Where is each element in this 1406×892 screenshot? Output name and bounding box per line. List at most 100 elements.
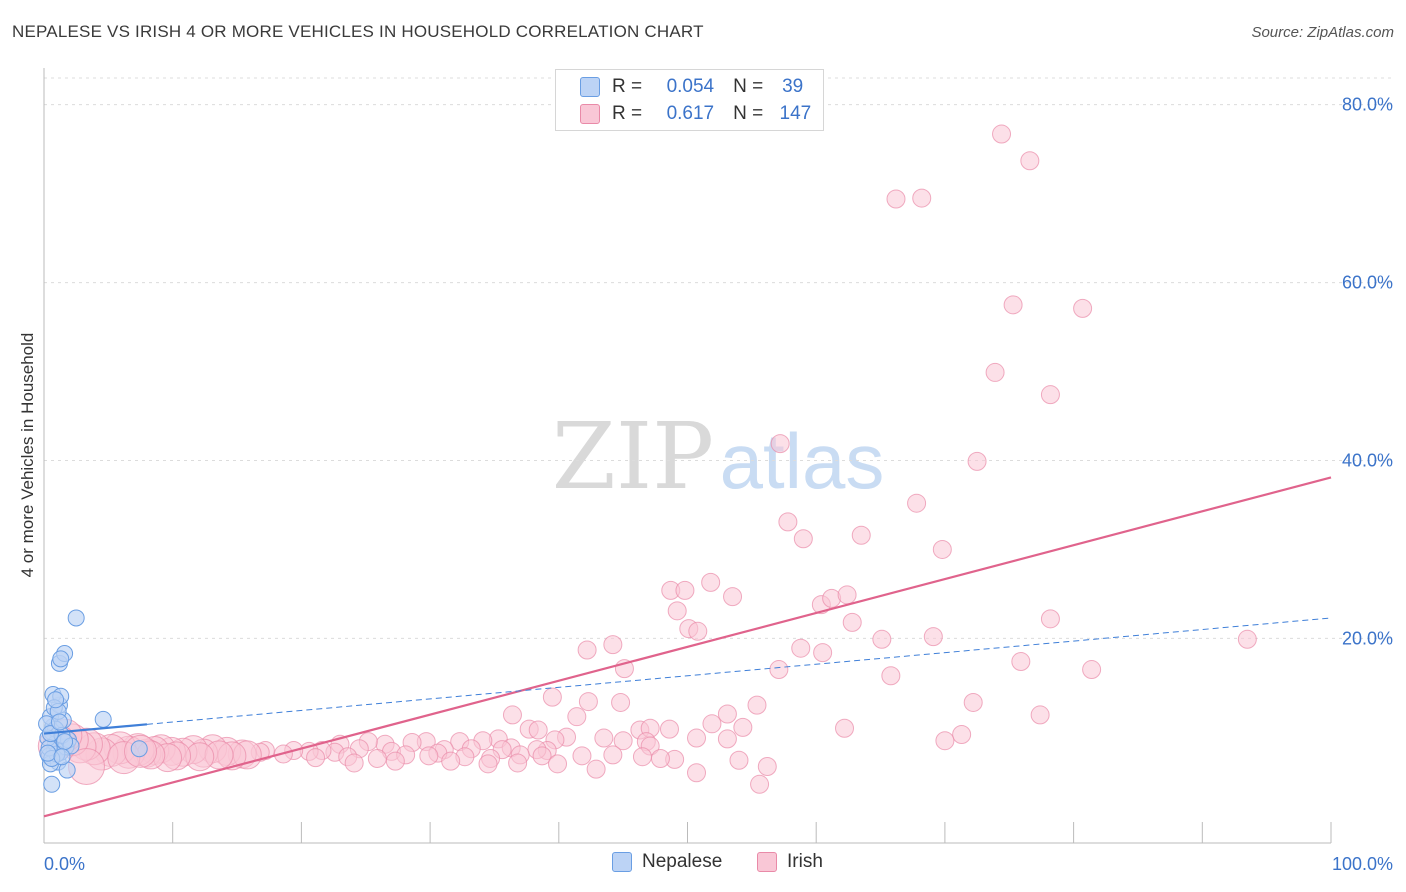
nepalese-swatch [612, 852, 632, 872]
irish-point [770, 434, 790, 454]
nepalese-point [56, 733, 74, 751]
irish-points [37, 124, 1257, 794]
legend-label-nepalese: Nepalese [642, 851, 723, 872]
irish-point [1237, 629, 1257, 649]
irish-point [385, 751, 405, 771]
irish-point [923, 627, 943, 647]
irish-point [837, 585, 857, 605]
irish-point [1011, 652, 1031, 672]
irish-point [306, 748, 326, 768]
irish-point [835, 718, 855, 738]
irish-point [594, 728, 614, 748]
y-tick-label: 80.0% [1342, 95, 1393, 115]
irish-point [813, 643, 833, 663]
nepalese-points [38, 609, 148, 793]
irish-point [667, 601, 687, 621]
irish-point [717, 704, 737, 724]
nepalese-point [50, 713, 68, 731]
nepalese-point [39, 744, 57, 762]
irish-point [611, 692, 631, 712]
legend-item-nepalese[interactable]: Nepalese [612, 851, 722, 873]
legend-label-irish: Irish [787, 851, 823, 872]
nepalese-point [53, 748, 71, 766]
irish-point [769, 660, 789, 680]
nepalese-point [47, 691, 65, 709]
y-tick-label: 40.0% [1342, 451, 1393, 471]
legend-n-value: 147 [779, 103, 812, 124]
source-label: Source: ZipAtlas.com [1251, 24, 1394, 41]
irish-point [1003, 295, 1023, 315]
irish-point [1040, 385, 1060, 405]
irish-point [1040, 609, 1060, 629]
irish-point [528, 720, 548, 740]
irish-point [688, 621, 708, 641]
nepalese-point [43, 775, 61, 793]
irish-point [842, 612, 862, 632]
irish-point [367, 748, 387, 768]
legend-row-nepalese: R = 0.054 N = 39 [580, 75, 803, 99]
irish-point [508, 753, 528, 773]
stats-legend: R = 0.054 N = 39 R = 0.617 N = 147 [555, 69, 824, 131]
irish-point [702, 714, 722, 734]
nepalese-point [67, 609, 85, 627]
irish-point [478, 754, 498, 774]
irish-point [907, 493, 927, 513]
nepalese-trend-extension [146, 617, 1332, 725]
irish-point [967, 451, 987, 471]
legend-r-label: R = [612, 76, 643, 97]
nepalese-trend-line [43, 723, 148, 735]
irish-point [1073, 298, 1093, 318]
irish-point [419, 746, 439, 766]
chart-title: NEPALESE VS IRISH 4 OR MORE VEHICLES IN … [12, 22, 704, 41]
irish-point [912, 188, 932, 208]
irish-point [577, 640, 597, 660]
irish-point [687, 728, 707, 748]
nepalese-point [52, 650, 70, 668]
irish-point [791, 638, 811, 658]
irish-point [650, 748, 670, 768]
y-tick-label: 20.0% [1342, 628, 1393, 648]
irish-point [1020, 151, 1040, 171]
irish-point [793, 529, 813, 549]
series-legend: Nepalese Irish [0, 851, 1406, 879]
irish-point [729, 750, 749, 770]
nepalese-swatch [580, 77, 600, 97]
irish-point [659, 719, 679, 739]
y-tick-label: 60.0% [1342, 273, 1393, 293]
irish-point [723, 587, 743, 607]
irish-point [344, 753, 364, 773]
irish-point [603, 635, 623, 655]
legend-n-value: 39 [782, 76, 804, 97]
irish-point [603, 745, 623, 765]
irish-point [717, 729, 737, 749]
irish-point [1082, 660, 1102, 680]
irish-point [701, 572, 721, 592]
legend-n-label: N = [733, 76, 764, 97]
irish-point [441, 751, 461, 771]
irish-point [886, 189, 906, 209]
irish-point [992, 124, 1012, 144]
legend-row-irish: R = 0.617 N = 147 [580, 102, 811, 126]
legend-r-value: 0.054 [666, 76, 715, 97]
irish-point [881, 666, 901, 686]
nepalese-point [130, 740, 148, 758]
irish-trend-line [43, 476, 1332, 818]
irish-point [757, 757, 777, 776]
irish-point [985, 362, 1005, 382]
irish-point [567, 707, 587, 727]
irish-point [822, 588, 842, 608]
irish-point [675, 580, 695, 600]
irish-point [687, 763, 707, 783]
watermark-zip: ZIP [552, 403, 714, 510]
irish-point [542, 687, 562, 707]
legend-item-irish[interactable]: Irish [757, 851, 823, 873]
irish-point [502, 705, 522, 725]
irish-point [632, 747, 652, 767]
irish-point [778, 512, 798, 532]
irish-point [733, 717, 753, 737]
irish-point [963, 692, 983, 712]
irish-point [747, 695, 767, 715]
irish-point [750, 774, 770, 794]
irish-swatch [757, 852, 777, 872]
